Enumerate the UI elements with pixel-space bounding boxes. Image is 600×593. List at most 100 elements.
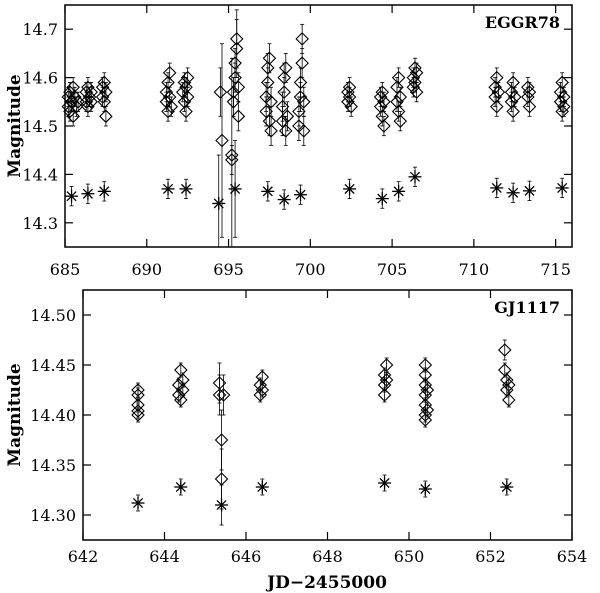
diamond-point [180, 67, 195, 88]
panel-1-marks [61, 9, 571, 248]
asterisk-point [418, 480, 432, 498]
diamond-point [420, 382, 435, 398]
asterisk-point [555, 177, 569, 199]
y-tick-label: 14.45 [30, 356, 76, 375]
diamond-point [507, 86, 522, 108]
y-tick-label: 14.5 [22, 117, 58, 136]
y-tick-label: 14.7 [22, 20, 58, 39]
asterisk-point [131, 494, 145, 512]
diamond-point [231, 72, 246, 103]
asterisk-point [161, 178, 175, 200]
diamond-point [506, 72, 520, 93]
y-tick-label: 14.4 [22, 165, 58, 184]
diamond-point [99, 82, 113, 103]
panel-2-x-axis-label: JD−2455000 [265, 573, 387, 593]
diamond-point [280, 101, 295, 132]
asterisk-point [81, 183, 95, 204]
diamond-point [215, 43, 229, 238]
y-tick-label: 14.3 [22, 214, 58, 233]
diamond-point [297, 86, 311, 117]
x-tick-label: 710 [459, 260, 490, 279]
diamond-point [99, 106, 113, 127]
panel-gj1117: 642 644 646 648 650 652 654 14.3014.3514.4014.… [5, 289, 588, 593]
panel-2-frame [82, 289, 573, 541]
y-tick-label: 14.30 [30, 506, 76, 525]
diamond-point [176, 372, 190, 388]
panel-2-label: GJ1117 [494, 298, 560, 317]
panel-1-x-ticks: 685 690 695 700 705 710 715 [50, 5, 571, 279]
x-tick-label: 690 [132, 260, 163, 279]
diamond-point [344, 96, 358, 117]
diamond-point [174, 362, 188, 378]
asterisk-point [174, 478, 188, 496]
panel-2-y-ticks: 14.30 14.35 14.40 14.45 14.50 [30, 306, 572, 525]
asterisk-point [261, 181, 275, 202]
asterisk-point [408, 166, 422, 187]
diamond-point [497, 339, 512, 361]
asterisk-point [294, 184, 308, 205]
x-tick-label: 654 [557, 547, 588, 566]
x-tick-label: 652 [475, 547, 506, 566]
diamond-point [557, 96, 571, 117]
diamond-point [164, 96, 179, 117]
diamond-point [229, 9, 244, 69]
asterisk-point [228, 140, 242, 238]
asterisk-point [97, 181, 111, 202]
diamond-point [213, 67, 228, 117]
diamond-point [279, 53, 293, 83]
x-tick-label: 685 [50, 260, 81, 279]
diamond-point [377, 91, 391, 112]
diamond-point [84, 82, 98, 103]
x-tick-label: 695 [213, 260, 244, 279]
asterisk-point [506, 182, 520, 203]
diamond-point [497, 362, 512, 378]
y-tick-label: 14.50 [30, 306, 76, 325]
diamond-point [502, 377, 516, 393]
asterisk-point [255, 478, 269, 496]
asterisk-point [215, 484, 229, 526]
asterisk-point [500, 478, 514, 496]
diamond-point [131, 407, 145, 423]
diamond-point [379, 372, 394, 388]
asterisk-point [490, 177, 504, 199]
diamond-point [409, 82, 424, 103]
asterisk-point [277, 189, 291, 210]
diamond-point [342, 77, 357, 98]
asterisk-point [179, 178, 193, 200]
diamond-point [377, 387, 392, 403]
diamond-point [522, 82, 537, 103]
x-tick-label: 715 [540, 260, 571, 279]
diamond-point [293, 67, 308, 98]
diamond-point [162, 62, 177, 83]
x-tick-label: 646 [231, 547, 262, 566]
y-tick-label: 14.6 [22, 69, 58, 88]
diamond-point [377, 115, 391, 137]
diamond-point [216, 374, 231, 416]
diamond-point [131, 382, 145, 398]
panel-1-y-ticks: 14.3 14.4 14.5 14.6 14.7 [22, 20, 572, 233]
asterisk-point [212, 154, 226, 248]
panel-1-frame [64, 4, 573, 248]
y-tick-label: 14.40 [30, 406, 76, 425]
diamond-point [502, 392, 516, 408]
panel-2-x-ticks: 642 644 646 648 650 652 654 [68, 290, 588, 566]
panel-1-label: EGGR78 [485, 13, 560, 32]
diamond-point [393, 86, 408, 108]
diamond-point [255, 382, 270, 398]
x-tick-label: 644 [149, 547, 180, 566]
asterisk-point [378, 474, 392, 492]
x-tick-label: 648 [312, 547, 343, 566]
asterisk-point [65, 186, 79, 207]
diamond-point [295, 23, 309, 54]
x-tick-label: 650 [394, 547, 425, 566]
panel-2-marks [131, 339, 516, 526]
x-tick-label: 642 [68, 547, 99, 566]
diamond-point [379, 357, 394, 373]
panel-2-y-axis-label: Magnitude [5, 363, 25, 467]
panel-1-y-axis-label: Magnitude [5, 74, 25, 178]
diamond-point [264, 86, 278, 117]
panel-eggr78: 685 690 695 700 705 710 715 14.314.414.514.614… [5, 4, 573, 279]
asterisk-point [522, 180, 536, 201]
asterisk-point [375, 188, 389, 209]
